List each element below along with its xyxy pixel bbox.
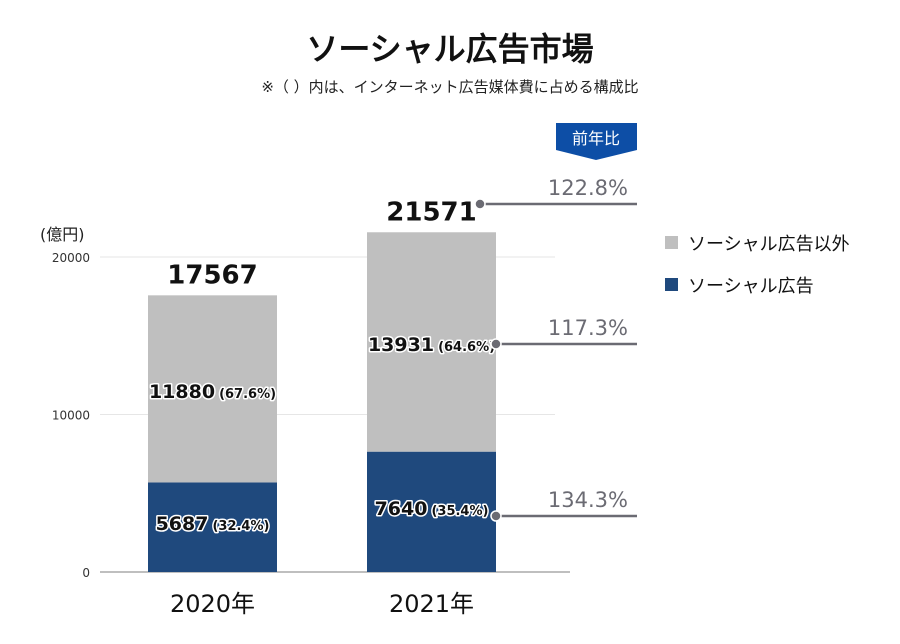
y-tick-label: 10000 xyxy=(52,409,90,423)
yoy-social-label: 134.3% xyxy=(548,488,628,512)
total-label: 17567 xyxy=(167,260,257,290)
bar-social-1 xyxy=(367,451,496,572)
total-label: 21571 xyxy=(386,197,476,227)
data-label-value: 13931 xyxy=(368,334,434,356)
y-axis-label: (億円) xyxy=(40,225,85,244)
data-label-share: (64.6%) xyxy=(438,340,495,355)
data-label: 13931 (64.6%) xyxy=(368,334,495,356)
data-label-share: (67.6%) xyxy=(219,387,276,402)
chart-title: ソーシャル広告市場 xyxy=(306,30,593,68)
yoy-leader-dot xyxy=(490,338,502,350)
bar-social-0 xyxy=(148,482,277,572)
data-label-value: 5687 xyxy=(156,513,209,535)
legend-label: ソーシャル広告以外 xyxy=(688,234,850,255)
x-tick-label: 2020年 xyxy=(170,590,255,618)
data-label-share: (32.4%) xyxy=(212,519,269,534)
chart-subtitle: ※（ ）内は、インターネット広告媒体費に占める構成比 xyxy=(261,78,638,96)
data-label: 5687 (32.4%) xyxy=(156,513,270,535)
legend-swatch xyxy=(665,236,678,249)
yoy-leader-dot xyxy=(490,510,502,522)
yoy-total-label: 122.8% xyxy=(548,176,628,200)
data-label-value: 11880 xyxy=(149,381,215,403)
bar-other-1 xyxy=(367,232,496,452)
data-label: 7640 (35.4%) xyxy=(375,498,489,520)
bar-other-0 xyxy=(148,295,277,483)
y-tick-label: 20000 xyxy=(52,251,90,265)
yoy-badge-label: 前年比 xyxy=(572,129,620,148)
legend-label: ソーシャル広告 xyxy=(688,276,814,297)
legend-swatch xyxy=(665,278,678,291)
yoy-other-label: 117.3% xyxy=(548,316,628,340)
yoy-leader-dot xyxy=(474,198,486,210)
data-label-share: (35.4%) xyxy=(431,504,488,519)
data-label-value: 7640 xyxy=(375,498,428,520)
y-tick-label: 0 xyxy=(82,566,90,580)
yoy-badge: 前年比 xyxy=(556,123,637,160)
yoy-badge-shape xyxy=(556,123,637,160)
data-label: 11880 (67.6%) xyxy=(149,381,276,403)
x-tick-label: 2021年 xyxy=(389,590,474,618)
